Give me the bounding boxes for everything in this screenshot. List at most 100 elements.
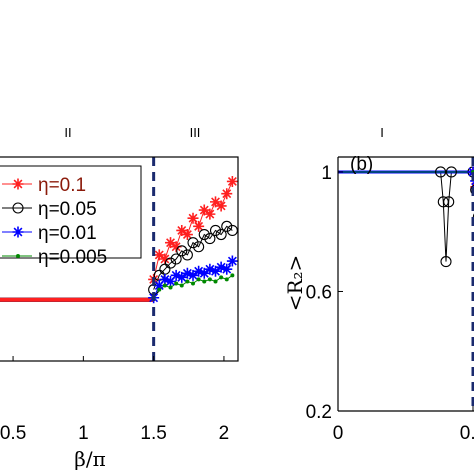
legend-marker-2 — [12, 226, 24, 238]
right-x-ticks: 00.5 — [333, 406, 474, 444]
left-region-label-0: II — [64, 125, 71, 140]
left-point-2-11 — [210, 265, 222, 277]
right-point-1-8 — [472, 213, 474, 221]
left-point-1-5 — [176, 245, 188, 257]
right-point-1-1 — [435, 166, 447, 178]
right-point-1-2 — [437, 196, 449, 208]
left-point-2-3 — [165, 275, 177, 287]
legend-label-0: η=0.1 — [38, 175, 86, 196]
right-series-lines — [338, 170, 474, 262]
left-point-3-1 — [157, 287, 162, 292]
left-point-2-10 — [204, 263, 216, 275]
left-point-2-4 — [170, 269, 182, 281]
left-point-1-8 — [193, 241, 205, 253]
left-point-2-8 — [193, 265, 205, 277]
right-region-label-0: I — [380, 125, 384, 140]
left-point-1-14 — [226, 224, 238, 236]
right-y-ticks: 0.2 0.6 1 — [306, 163, 343, 423]
right-x-tick-label-1: 0.5 — [460, 423, 474, 444]
legend: η=0.1 η=0.05 η=0.01 η=0.005 — [0, 165, 142, 268]
left-point-0-9 — [198, 204, 210, 216]
left-x-ticks: 0.5 1 1.5 2 — [0, 356, 229, 444]
left-x-tick-label-3: 2 — [219, 423, 230, 444]
right-series-line-1 — [338, 171, 474, 262]
left-point-3-11 — [213, 279, 218, 284]
left-point-0-6 — [181, 229, 193, 241]
left-x-tick-label-0: 0.5 — [0, 423, 26, 444]
legend-label-1: η=0.05 — [38, 199, 97, 220]
left-point-1-3 — [164, 257, 177, 269]
left-point-3-6 — [185, 279, 190, 284]
left-point-2-7 — [187, 269, 199, 281]
right-x-tick-label-0: 0 — [333, 423, 344, 444]
left-point-0-4 — [170, 241, 182, 253]
left-point-0-14 — [226, 175, 238, 187]
left-point-2-5 — [176, 271, 188, 283]
left-point-0-2 — [159, 253, 171, 265]
left-point-0-12 — [215, 200, 227, 212]
right-y-axis-label: <R₂> — [283, 255, 307, 312]
legend-label-2: η=0.01 — [38, 223, 97, 244]
right-y-tick-label-0: 0.2 — [306, 402, 332, 423]
left-point-1-4 — [170, 253, 182, 265]
left-region-labels: II III — [64, 125, 200, 140]
left-region-label-1: III — [190, 125, 201, 140]
left-point-3-9 — [202, 279, 207, 284]
left-point-2-9 — [198, 267, 210, 279]
left-point-0-1 — [153, 249, 165, 261]
left-point-3-13 — [224, 277, 229, 282]
left-point-3-3 — [168, 285, 173, 290]
left-point-2-12 — [215, 261, 227, 273]
right-point-1-3 — [440, 256, 452, 268]
left-point-3-8 — [196, 277, 201, 282]
left-point-0-3 — [165, 237, 177, 249]
right-series-line-2 — [338, 170, 474, 181]
left-x-tick-label-2: 1.5 — [140, 423, 166, 444]
left-point-0-13 — [221, 188, 233, 200]
left-point-3-14 — [230, 273, 235, 278]
right-point-1-5 — [445, 166, 457, 178]
left-point-2-2 — [159, 273, 171, 285]
right-region-labels: I — [380, 125, 384, 140]
left-point-3-10 — [207, 277, 212, 282]
left-point-1-9 — [198, 228, 210, 241]
left-point-0-5 — [176, 224, 188, 236]
left-plot-frame — [0, 156, 239, 362]
left-point-2-14 — [226, 255, 238, 267]
legend-marker-3 — [16, 254, 20, 258]
right-series-markers — [435, 166, 474, 268]
legend-marker-0 — [12, 178, 24, 190]
left-point-1-12 — [215, 228, 227, 241]
legend-label-3: η=0.005 — [38, 247, 107, 268]
left-point-0-11 — [210, 196, 222, 208]
legend-marker-1 — [12, 202, 24, 214]
left-point-0-7 — [187, 212, 199, 224]
left-point-3-4 — [174, 281, 179, 286]
right-point-1-4 — [443, 196, 455, 208]
right-y-tick-label-2: 1 — [321, 163, 332, 184]
left-point-1-6 — [181, 249, 193, 261]
legend-box — [0, 165, 142, 259]
right-panel: 00.5 0.20.61 I (b) <R₂> — [283, 125, 474, 444]
left-x-tick-label-1: 1 — [78, 423, 89, 444]
left-point-0-10 — [204, 208, 216, 220]
right-y-tick-label-1: 0.6 — [306, 282, 332, 303]
left-point-1-11 — [209, 224, 222, 236]
panel-tag-b: (b) — [350, 154, 373, 175]
left-point-3-12 — [219, 275, 224, 280]
right-point-1-7 — [470, 184, 474, 196]
left-point-3-7 — [191, 281, 196, 286]
left-x-axis-label: β/π — [74, 447, 105, 471]
left-point-3-2 — [162, 283, 167, 288]
left-series-markers — [148, 175, 238, 304]
left-point-2-6 — [181, 267, 193, 279]
left-panel: 0.5 1 1.5 2 II III β/π η=0.1η=0.05η=0.01η=0.… — [0, 125, 239, 471]
left-point-0-8 — [193, 220, 205, 232]
left-point-1-7 — [187, 237, 199, 249]
left-point-2-1 — [153, 280, 165, 292]
left-point-2-13 — [221, 263, 233, 275]
left-point-3-5 — [179, 283, 184, 288]
left-point-1-13 — [221, 220, 233, 232]
left-point-1-10 — [204, 233, 216, 245]
